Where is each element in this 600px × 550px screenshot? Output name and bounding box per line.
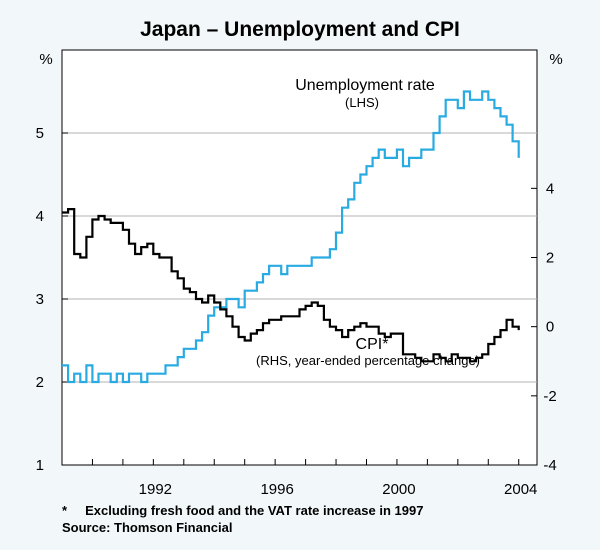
unemployment-series-label: Unemployment rate (295, 77, 435, 94)
left-tick-label: 3 (36, 291, 44, 308)
cpi-series-sublabel: (RHS, year-ended percentage change) (256, 353, 480, 368)
right-tick-label: 4 (546, 180, 554, 197)
chart-title: Japan – Unemployment and CPI (140, 18, 460, 41)
left-axis-unit: % (39, 51, 52, 68)
unemployment-series-sublabel: (LHS) (345, 95, 379, 110)
left-tick-label: 2 (36, 374, 44, 391)
cpi-series-label: CPI* (356, 336, 389, 353)
right-axis-unit: % (549, 51, 562, 68)
x-tick-label: 2004 (504, 481, 537, 498)
left-tick-label: 1 (36, 457, 44, 474)
x-tick-label: 1996 (260, 481, 293, 498)
footnote: * Excluding fresh food and the VAT rate … (62, 503, 423, 518)
x-tick-label: 2000 (382, 481, 415, 498)
right-tick-label: -4 (543, 457, 556, 474)
right-tick-label: 0 (546, 319, 554, 336)
left-tick-label: 5 (36, 125, 44, 142)
left-tick-label: 4 (36, 208, 44, 225)
right-tick-label: -2 (543, 388, 556, 405)
unemployment-rate-line (62, 90, 520, 384)
plot-area (61, 49, 538, 466)
right-tick-label: 2 (546, 250, 554, 267)
x-tick-label: 1992 (139, 481, 172, 498)
source-note: Source: Thomson Financial (62, 520, 232, 535)
cpi-line (62, 208, 520, 363)
